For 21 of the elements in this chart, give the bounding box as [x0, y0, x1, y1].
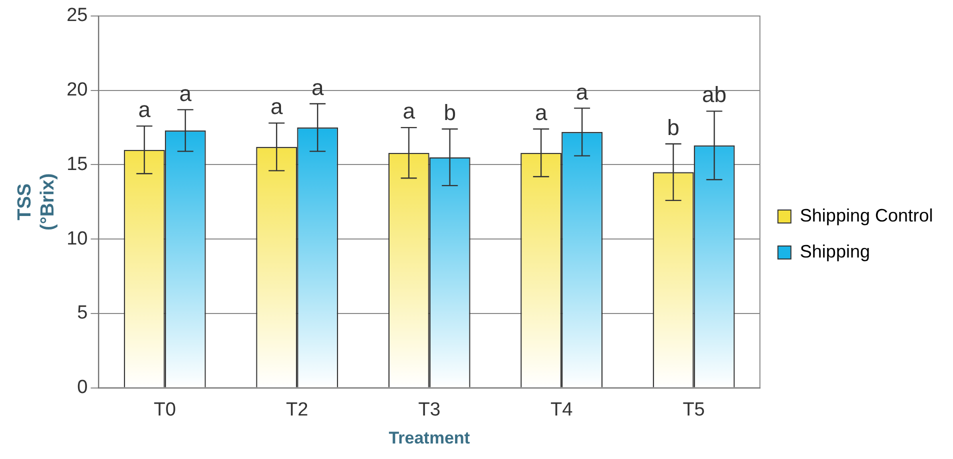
annotation: b — [444, 100, 456, 126]
y-tick-label: 25 — [66, 5, 88, 26]
legend-label: Shipping — [800, 241, 870, 262]
legend-label: Shipping Control — [800, 205, 934, 226]
y-tick-label: 5 — [77, 302, 88, 324]
annotation: a — [138, 97, 152, 122]
annotation: a — [534, 100, 548, 126]
annotation: b — [667, 114, 680, 140]
y-tick-label: 10 — [66, 228, 88, 250]
y-axis-title: TSS (°Brix) — [14, 173, 58, 231]
x-tick-label: T4 — [550, 399, 574, 420]
annotation: a — [402, 98, 416, 124]
y-tick-label: 15 — [66, 154, 88, 175]
y-tick-label: 20 — [66, 80, 88, 101]
x-tick-label: T3 — [418, 399, 440, 420]
x-tick-label: T5 — [682, 399, 705, 420]
x-tick-label: T2 — [286, 399, 308, 420]
x-tick-label: T0 — [154, 399, 176, 420]
annotation: a — [270, 94, 284, 120]
y-tick-label: 0 — [77, 377, 88, 398]
x-axis-title: Treatment — [388, 428, 470, 448]
